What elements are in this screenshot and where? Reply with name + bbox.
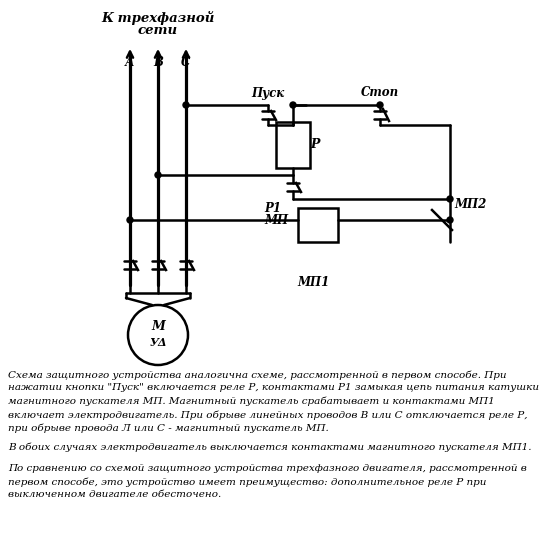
Circle shape — [290, 102, 296, 108]
Text: В обоих случаях электродвигатель выключается контактами магнитного пускателя МП1: В обоих случаях электродвигатель выключа… — [8, 443, 532, 452]
Bar — [298, 208, 338, 242]
Circle shape — [447, 217, 453, 223]
Circle shape — [127, 217, 133, 223]
Text: УΔ: УΔ — [149, 337, 167, 349]
Bar — [276, 122, 310, 168]
Circle shape — [447, 196, 453, 202]
Text: Р1: Р1 — [264, 201, 282, 214]
Text: По сравнению со схемой защитного устройства трехфазного двигателя, рассмотренной: По сравнению со схемой защитного устройс… — [8, 464, 527, 500]
Text: Стоп: Стоп — [361, 87, 399, 99]
Text: М: М — [151, 320, 165, 334]
Circle shape — [183, 102, 189, 108]
Text: А: А — [125, 56, 135, 68]
Text: К трехфазной: К трехфазной — [102, 11, 215, 25]
Text: МП2: МП2 — [454, 199, 486, 211]
Text: МП: МП — [264, 214, 288, 226]
Text: С: С — [181, 56, 190, 68]
Circle shape — [377, 102, 383, 108]
Text: МП1: МП1 — [297, 276, 329, 290]
Text: сети: сети — [138, 23, 178, 37]
Text: Пуск: Пуск — [251, 87, 285, 99]
Circle shape — [155, 172, 161, 178]
Text: В: В — [153, 56, 163, 68]
Text: Схема защитного устройства аналогична схеме, рассмотренной в первом способе. При: Схема защитного устройства аналогична сх… — [8, 370, 539, 433]
Text: Р: Р — [310, 139, 320, 152]
